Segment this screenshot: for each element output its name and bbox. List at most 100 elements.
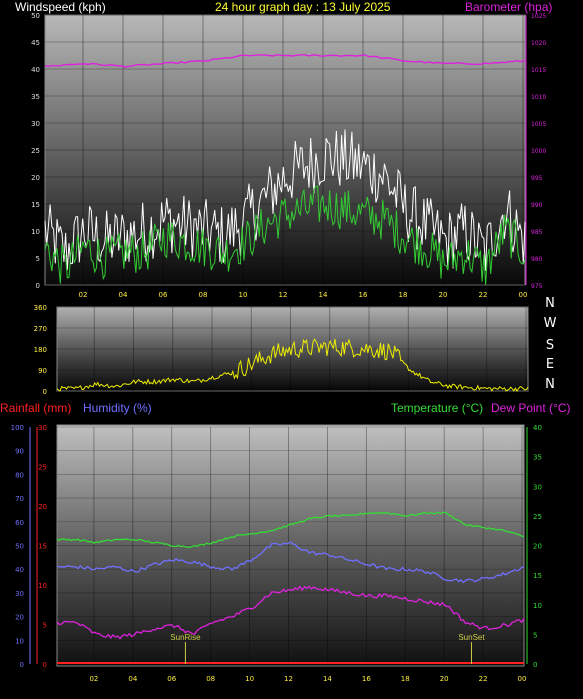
windspeed-tick-label: 25 [31,147,40,155]
compass-label: N [545,377,555,392]
compass-label: W [544,316,557,331]
temperature-tick-label: 35 [533,454,542,462]
temperature-tick-label: 20 [533,543,542,551]
barometer-tick-label: 1020 [531,40,546,47]
temp-x-tick-label: 00 [518,675,527,683]
humidity-tick-label: 20 [15,614,24,622]
temp-x-tick-label: 10 [245,675,254,683]
temp-x-tick-label: 04 [128,675,137,683]
windspeed-tick-label: 30 [31,120,40,128]
temp-x-tick-label: 18 [401,675,410,683]
barometer-tick-label: 1015 [531,67,546,74]
wind-direction-series-line [56,338,529,392]
chart-title: 24 hour graph day : 13 July 2025 [215,0,391,14]
rainfall-tick-label: 15 [38,543,47,551]
temp-chart-background [56,424,525,667]
rainfall-tick-label: 30 [38,424,47,432]
temp-x-tick-label: 08 [206,675,215,683]
temp-x-tick-label: 14 [323,675,332,683]
barometer-tick-label: 990 [531,202,543,209]
compass-label: S [546,338,554,353]
wind-x-tick-label: 08 [199,291,208,299]
temperature-tick-label: 25 [533,513,542,521]
windspeed-tick-label: 5 [36,255,40,263]
barometer-tick-label: 980 [531,256,543,263]
temperature-series-line [56,511,525,548]
humidity-tick-label: 40 [15,566,24,574]
rainfall-axis-label: Rainfall (mm) [0,401,72,415]
humidity-tick-label: 50 [15,543,24,551]
windspeed-tick-label: 20 [31,174,40,182]
temp-x-tick-label: 06 [167,675,176,683]
temp-x-tick-label: 02 [89,675,98,683]
sunrise-label: SunRise [170,633,201,642]
temperature-axis-label: Temperature (°C) [391,401,484,415]
humidity-tick-label: 90 [15,448,24,456]
barometer-tick-label: 975 [531,283,543,290]
humidity-tick-label: 70 [15,495,24,503]
direction-tick-label: 90 [38,367,47,375]
humidity-tick-label: 30 [15,590,24,598]
humidity-axis-label: Humidity (%) [83,401,152,415]
barometer-tick-label: 995 [531,175,543,182]
barometer-axis-label: Barometer (hpa) [465,0,553,14]
temperature-tick-label: 40 [533,424,542,432]
windspeed-tick-label: 45 [31,39,40,47]
wind-x-tick-label: 20 [439,291,448,299]
wind-x-tick-label: 06 [159,291,168,299]
wind-x-tick-label: 00 [519,291,528,299]
humidity-tick-label: 10 [15,637,24,645]
humidity-series-line [56,540,525,584]
wind-x-tick-label: 16 [359,291,368,299]
sunset-marker: SunSet [458,633,485,664]
direction-tick-label: 0 [43,388,47,396]
dewpoint-series-line [56,585,525,640]
windspeed-tick-label: 35 [31,93,40,101]
rainfall-tick-label: 20 [38,503,47,511]
wind-series-line [44,185,526,285]
rainfall-tick-label: 0 [43,661,47,669]
compass-label: N [545,296,555,311]
sunrise-marker: SunRise [170,633,201,664]
rainfall-tick-label: 5 [43,622,47,630]
barometer-tick-label: 1005 [531,121,546,128]
temperature-tick-label: 0 [533,661,537,669]
wind-x-tick-label: 18 [399,291,408,299]
windspeed-tick-label: 0 [36,282,40,290]
windspeed-tick-label: 50 [31,12,40,20]
temp-x-tick-label: 22 [479,675,488,683]
barometer-series-line [44,53,526,68]
wind-x-tick-label: 22 [479,291,488,299]
temperature-tick-label: 15 [533,572,542,580]
wind-x-tick-label: 02 [79,291,88,299]
direction-tick-label: 270 [34,325,47,333]
temp-x-tick-label: 12 [284,675,293,683]
windspeed-axis-label: Windspeed (kph) [15,0,106,14]
temperature-tick-label: 30 [533,483,542,491]
direction-chart-background [56,306,529,392]
barometer-tick-label: 1000 [531,148,546,155]
rainfall-tick-label: 10 [38,582,47,590]
wind-x-tick-label: 12 [279,291,288,299]
direction-tick-label: 180 [34,346,47,354]
humidity-tick-label: 100 [11,424,24,432]
wind-x-tick-label: 04 [119,291,128,299]
wind-x-tick-label: 14 [319,291,328,299]
rainfall-tick-label: 25 [38,464,47,472]
windspeed-tick-label: 10 [31,228,40,236]
windspeed-tick-label: 15 [31,201,40,209]
barometer-tick-label: 1025 [531,13,546,20]
barometer-tick-label: 985 [531,229,543,236]
temperature-tick-label: 10 [533,602,542,610]
direction-tick-label: 360 [34,304,47,312]
wind-x-tick-label: 10 [239,291,248,299]
dewpoint-axis-label: Dew Point (°C) [491,401,571,415]
temp-x-tick-label: 20 [440,675,449,683]
humidity-tick-label: 0 [20,661,24,669]
temperature-tick-label: 5 [533,631,537,639]
compass-label: E [546,357,554,372]
windspeed-tick-label: 40 [31,66,40,74]
humidity-tick-label: 80 [15,471,24,479]
